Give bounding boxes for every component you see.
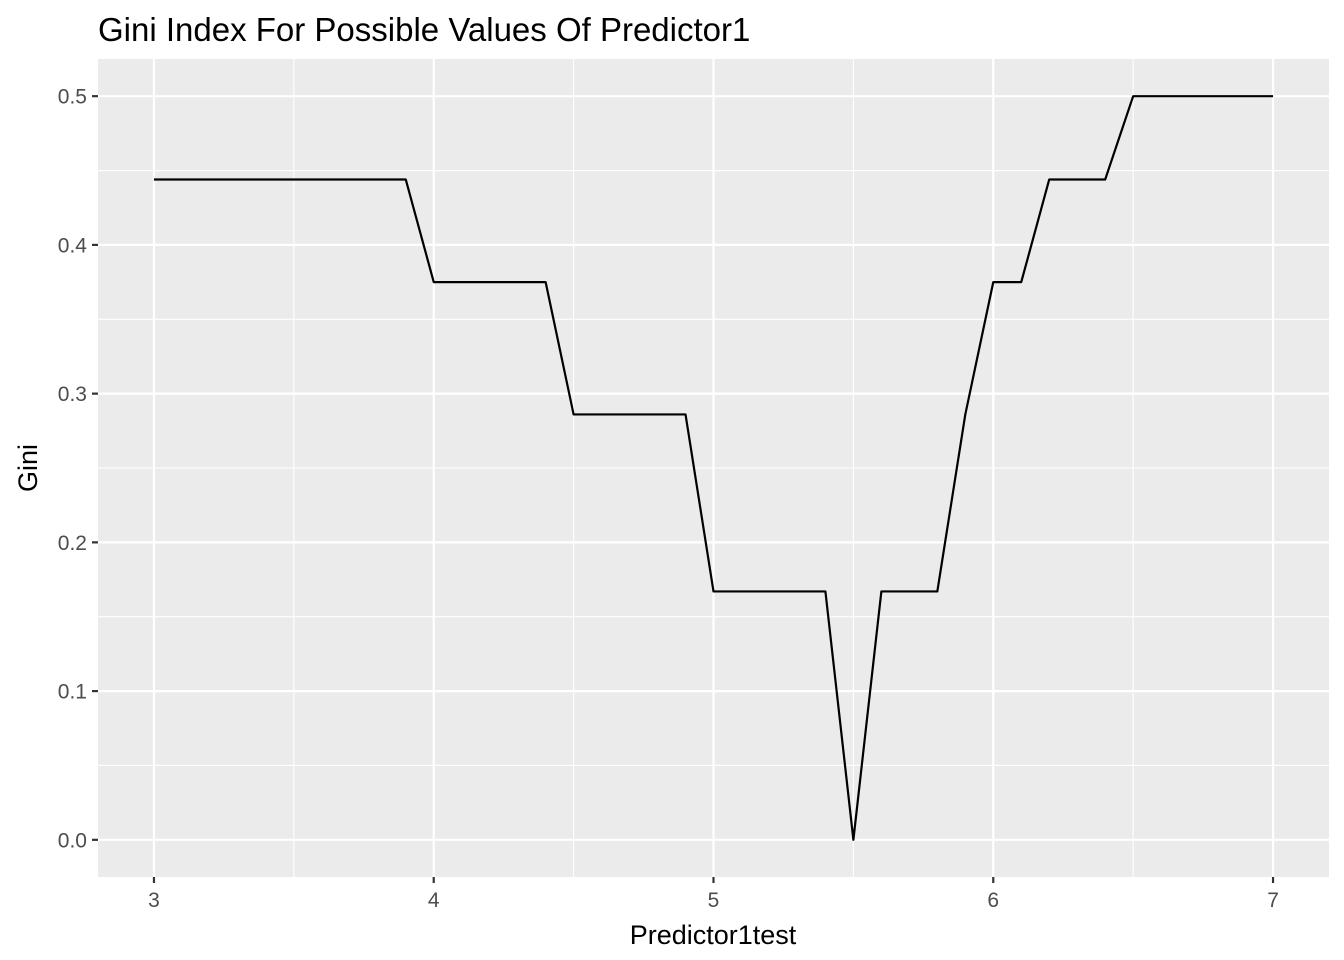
x-tick-label: 3 [148, 889, 160, 912]
chart-title: Gini Index For Possible Values Of Predic… [98, 11, 750, 48]
major-gridlines [98, 59, 1329, 877]
series-layer [153, 95, 1274, 841]
y-tick-label: 0.0 [58, 829, 87, 852]
x-tick-label: 6 [987, 889, 999, 912]
x-tick-label: 4 [428, 889, 440, 912]
y-tick-label: 0.3 [58, 383, 87, 406]
series-line [153, 95, 1274, 841]
x-axis-title: Predictor1test [630, 920, 797, 950]
y-tick-label: 0.2 [58, 532, 87, 555]
x-tick-label: 5 [708, 889, 720, 912]
y-tick-label: 0.4 [58, 234, 88, 257]
y-tick-label: 0.5 [58, 86, 87, 109]
y-axis-title: Gini [13, 444, 43, 492]
x-tick-label: 7 [1267, 889, 1279, 912]
y-axis: 0.0 0.1 0.2 0.3 0.4 0.5 [58, 86, 98, 852]
x-axis: 3 4 5 6 7 [148, 877, 1279, 912]
y-tick-label: 0.1 [58, 681, 87, 704]
